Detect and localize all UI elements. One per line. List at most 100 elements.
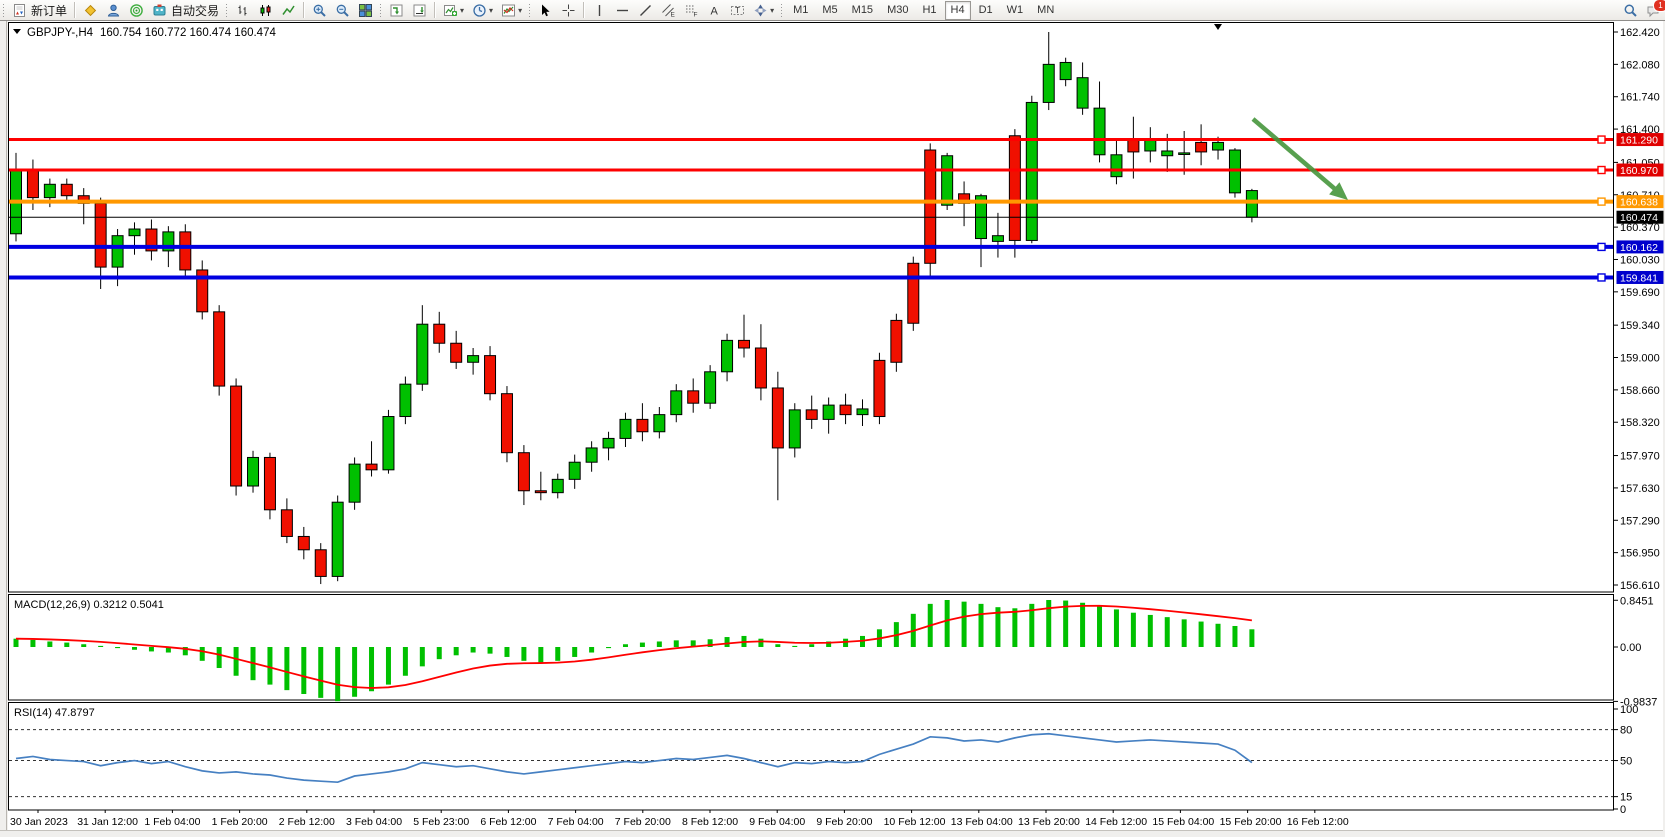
- rsi-tick-label: 15: [1620, 792, 1632, 804]
- chevron-down-icon[interactable]: ▾: [489, 5, 494, 15]
- track-chart-icon: [412, 3, 427, 18]
- chevron-down-icon[interactable]: ▾: [770, 5, 775, 15]
- hline-button[interactable]: [611, 0, 634, 20]
- arrows-icon: [753, 3, 768, 18]
- new-chart-icon: [443, 3, 458, 18]
- chevron-down-icon[interactable]: ▾: [460, 5, 465, 15]
- chart-shift-marker[interactable]: [1214, 24, 1222, 30]
- timeframe-button-h4[interactable]: H4: [944, 0, 971, 20]
- toolbar-separator: [74, 2, 77, 18]
- price-level-badge: [1616, 270, 1664, 284]
- price-tick-label: 157.290: [1620, 515, 1660, 527]
- symbol-dropdown-icon[interactable]: [13, 29, 21, 34]
- rsi-indicator: 100 80 50 150 RSI(14) 47.8797: [9, 704, 1638, 816]
- line-chart-mode-button[interactable]: [277, 0, 300, 20]
- time-axis-label: 31 Jan 12:00: [77, 816, 138, 828]
- timeframe-button-h1[interactable]: H1: [922, 3, 937, 16]
- macd-panel[interactable]: [8, 594, 1614, 701]
- price-tick-label: 162.420: [1620, 27, 1660, 39]
- search-button[interactable]: [1619, 0, 1642, 20]
- price-level-badge: [1616, 240, 1664, 254]
- time-axis-label: 6 Feb 12:00: [480, 816, 536, 828]
- time-axis[interactable]: 30 Jan 2023 31 Jan 12:00 1 Feb 04:00 1 Feb …: [10, 810, 1349, 828]
- signals-button[interactable]: [125, 0, 148, 20]
- candlestick-mode-button[interactable]: [254, 0, 277, 20]
- auto-arrange-button[interactable]: [385, 0, 408, 20]
- rsi-title: RSI(14) 47.8797: [14, 707, 95, 719]
- bar-chart-icon: [235, 3, 250, 18]
- price-tick-label: 160.030: [1620, 254, 1660, 266]
- profiles-button[interactable]: ▾: [468, 0, 497, 20]
- community-button[interactable]: [102, 0, 125, 20]
- timeframe-button-m1[interactable]: M1: [793, 3, 809, 16]
- price-level-badge: [1616, 195, 1664, 209]
- trend-arrow-annotation[interactable]: [1251, 117, 1348, 200]
- metaeditor-button[interactable]: [79, 0, 102, 20]
- rsi-tick-label: 50: [1620, 756, 1632, 768]
- price-tick-label: 159.000: [1620, 353, 1660, 365]
- line-handle[interactable]: [1597, 135, 1606, 144]
- price-level-badge: [1616, 210, 1664, 224]
- cursor-button[interactable]: [534, 0, 557, 20]
- chevron-down-icon[interactable]: ▾: [518, 5, 523, 15]
- time-axis-label: 14 Feb 12:00: [1085, 816, 1147, 828]
- new-chart-button[interactable]: ▾: [439, 0, 468, 20]
- timeframe-button-m15[interactable]: M15: [851, 3, 874, 16]
- timeframe-button-mn[interactable]: MN: [1037, 3, 1055, 16]
- trendline-button[interactable]: [634, 0, 657, 20]
- indicators-button[interactable]: ▾: [497, 0, 526, 20]
- line-handle[interactable]: [1597, 273, 1606, 282]
- fibonacci-button[interactable]: F: [680, 0, 703, 20]
- price-tick-label: 156.950: [1620, 548, 1660, 560]
- time-axis-label: 30 Jan 2023: [10, 816, 68, 828]
- main-toolbar: 新订单 自动交易 ▾ ▾ ▾ E F A T ▾ M1 M5 M15 M30 H1 H4 D1 W1 MN 1: [0, 0, 1665, 21]
- price-tick-label: 159.340: [1620, 320, 1660, 332]
- notifications-button[interactable]: 1: [1642, 0, 1665, 20]
- price-tick-label: 158.660: [1620, 385, 1660, 397]
- macd-indicator: 0.8451 0.00 -0.9837 MACD(12,26,9) 0.3212 0.…: [13, 595, 1657, 708]
- new-order-button[interactable]: 新订单: [8, 0, 71, 20]
- indicators-icon: [501, 3, 516, 18]
- line-handle[interactable]: [1597, 197, 1606, 206]
- zoom-in-button[interactable]: [308, 0, 331, 20]
- timeframe-button-w1[interactable]: W1: [1006, 3, 1024, 16]
- autotrading-button[interactable]: 自动交易: [148, 0, 223, 20]
- chart-ohlc-values: 160.754 160.772 160.474 160.474: [100, 27, 276, 39]
- vline-button[interactable]: [588, 0, 611, 20]
- line-handle[interactable]: [1597, 165, 1606, 175]
- tile-windows-button[interactable]: [354, 0, 377, 20]
- bar-chart-mode-button[interactable]: [231, 0, 254, 20]
- search-icon: [1623, 3, 1638, 18]
- track-chart-button[interactable]: [408, 0, 431, 20]
- metaeditor-icon: [83, 3, 98, 18]
- time-axis-label: 3 Feb 04:00: [346, 816, 402, 828]
- crosshair-button[interactable]: [557, 0, 580, 20]
- horizontal-line-icon: [615, 3, 630, 18]
- channel-button[interactable]: E: [657, 0, 680, 20]
- rsi-tick-label: 80: [1620, 725, 1632, 737]
- timeframe-button-d1[interactable]: D1: [978, 3, 993, 16]
- timeframe-button-m30[interactable]: M30: [887, 3, 909, 16]
- price-axis[interactable]: 162.420162.080161.740161.400161.050160.7…: [1613, 27, 1664, 592]
- time-axis-label: 10 Feb 12:00: [884, 816, 946, 828]
- timeframe-button-m5[interactable]: M5: [822, 3, 838, 16]
- price-level-badge-label: 160.162: [1620, 242, 1658, 254]
- zoom-out-button[interactable]: [331, 0, 354, 20]
- rsi-panel[interactable]: [8, 702, 1614, 811]
- candles: [10, 32, 1258, 585]
- autotrading-button-label: 自动交易: [171, 3, 220, 18]
- arrows-button[interactable]: ▾: [749, 0, 778, 20]
- chart-plot-area[interactable]: [8, 22, 1614, 593]
- price-tick-label: 156.610: [1620, 580, 1660, 592]
- price-level-badge-label: 160.638: [1620, 197, 1658, 209]
- price-level-badge-label: 161.290: [1620, 135, 1658, 147]
- text-button[interactable]: A: [703, 0, 726, 20]
- text-label-icon: T: [730, 3, 745, 18]
- arrange-charts-icon: [389, 3, 404, 18]
- time-axis-label: 15 Feb 04:00: [1152, 816, 1214, 828]
- line-handle[interactable]: [1597, 242, 1606, 252]
- text-label-button[interactable]: T: [726, 0, 749, 20]
- time-axis-label: 7 Feb 20:00: [615, 816, 671, 828]
